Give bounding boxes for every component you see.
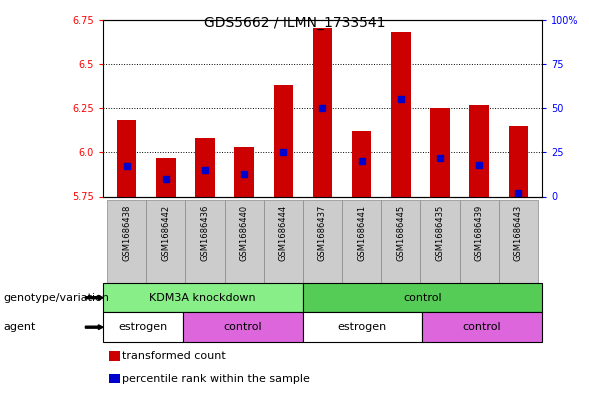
Text: GDS5662 / ILMN_1733541: GDS5662 / ILMN_1733541 xyxy=(204,16,385,30)
Bar xyxy=(430,108,450,196)
Bar xyxy=(273,85,293,196)
Bar xyxy=(264,200,303,283)
Text: GSM1686441: GSM1686441 xyxy=(357,204,366,261)
Bar xyxy=(103,312,183,342)
Text: control: control xyxy=(463,322,501,332)
Text: GSM1686442: GSM1686442 xyxy=(161,204,170,261)
Text: genotype/variation: genotype/variation xyxy=(3,293,109,303)
Text: GSM1686445: GSM1686445 xyxy=(396,204,405,261)
Text: GSM1686440: GSM1686440 xyxy=(240,204,249,261)
Bar xyxy=(224,200,264,283)
Bar xyxy=(303,312,422,342)
Bar xyxy=(303,200,342,283)
Text: control: control xyxy=(223,322,262,332)
Bar xyxy=(303,283,542,312)
Text: agent: agent xyxy=(3,322,35,332)
Bar xyxy=(156,158,176,196)
Bar xyxy=(381,200,421,283)
Bar xyxy=(352,131,372,196)
Bar xyxy=(186,200,224,283)
Text: GSM1686436: GSM1686436 xyxy=(200,204,210,261)
Text: GSM1686438: GSM1686438 xyxy=(122,204,131,261)
Bar xyxy=(391,32,411,196)
Bar xyxy=(499,200,538,283)
Text: transformed count: transformed count xyxy=(122,351,226,361)
Text: estrogen: estrogen xyxy=(337,322,387,332)
Bar xyxy=(146,200,186,283)
Text: GSM1686437: GSM1686437 xyxy=(318,204,327,261)
Bar xyxy=(107,200,146,283)
Bar xyxy=(195,138,215,196)
Bar xyxy=(234,147,254,196)
Text: GSM1686435: GSM1686435 xyxy=(435,204,445,261)
Bar xyxy=(313,28,332,196)
Text: control: control xyxy=(403,293,442,303)
Text: GSM1686444: GSM1686444 xyxy=(279,204,288,261)
Bar xyxy=(183,312,303,342)
Text: estrogen: estrogen xyxy=(118,322,168,332)
Text: GSM1686443: GSM1686443 xyxy=(514,204,523,261)
Bar xyxy=(421,200,459,283)
Bar xyxy=(469,105,489,196)
Bar xyxy=(103,283,303,312)
Bar xyxy=(422,312,542,342)
Text: KDM3A knockdown: KDM3A knockdown xyxy=(150,293,256,303)
Text: percentile rank within the sample: percentile rank within the sample xyxy=(122,374,310,384)
Text: GSM1686439: GSM1686439 xyxy=(475,204,484,261)
Bar xyxy=(342,200,381,283)
Bar xyxy=(117,121,137,196)
Bar xyxy=(459,200,499,283)
Bar xyxy=(508,126,528,196)
